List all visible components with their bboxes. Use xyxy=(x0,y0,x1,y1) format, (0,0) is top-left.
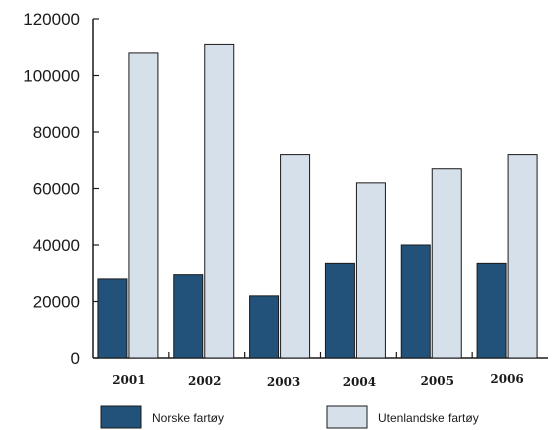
y-tick-label: 80000 xyxy=(33,123,80,142)
bar-norske-2001 xyxy=(97,278,128,359)
bar-utenlandske-2002 xyxy=(204,43,235,359)
bar-utenlandske-2003 xyxy=(280,154,311,359)
bar-utenlandske-2005 xyxy=(431,168,462,359)
y-axis: 0 20000 40000 60000 80000 100000 120000 xyxy=(23,10,99,368)
y-tick-label: 0 xyxy=(71,349,80,368)
legend-label: Utenlandske fartøy xyxy=(378,411,479,425)
bar-utenlandske-2001 xyxy=(128,52,159,359)
legend-label: Norske fartøy xyxy=(152,411,224,425)
y-tick-label: 60000 xyxy=(33,180,80,199)
bar-utenlandske-2004 xyxy=(355,182,386,359)
y-tick-label: 100000 xyxy=(23,67,80,86)
x-axis: 2001 2002 2003 2004 2005 2006 xyxy=(93,352,548,389)
x-tick-label: 2006 xyxy=(490,372,523,386)
bar-norske-2003 xyxy=(249,295,280,359)
bar-norske-2006 xyxy=(476,262,507,359)
legend: Norske fartøy Utenlandske fartøy xyxy=(100,405,479,429)
x-tick-label: 2003 xyxy=(267,375,300,389)
bar-utenlandske-2006 xyxy=(507,154,538,359)
y-tick-label: 40000 xyxy=(33,236,80,255)
y-tick-label: 20000 xyxy=(33,293,80,312)
legend-swatch-utenlandske xyxy=(326,405,368,429)
x-tick-label: 2002 xyxy=(188,374,221,388)
legend-swatch-norske xyxy=(100,405,142,429)
bar-norske-2004 xyxy=(324,262,355,359)
bar-norske-2002 xyxy=(173,274,204,359)
x-tick-label: 2001 xyxy=(112,373,145,387)
y-tick-label: 120000 xyxy=(23,10,80,29)
bars xyxy=(97,43,538,359)
x-tick-label: 2004 xyxy=(343,375,376,389)
x-tick-label: 2005 xyxy=(421,374,454,388)
bar-norske-2005 xyxy=(400,244,431,359)
